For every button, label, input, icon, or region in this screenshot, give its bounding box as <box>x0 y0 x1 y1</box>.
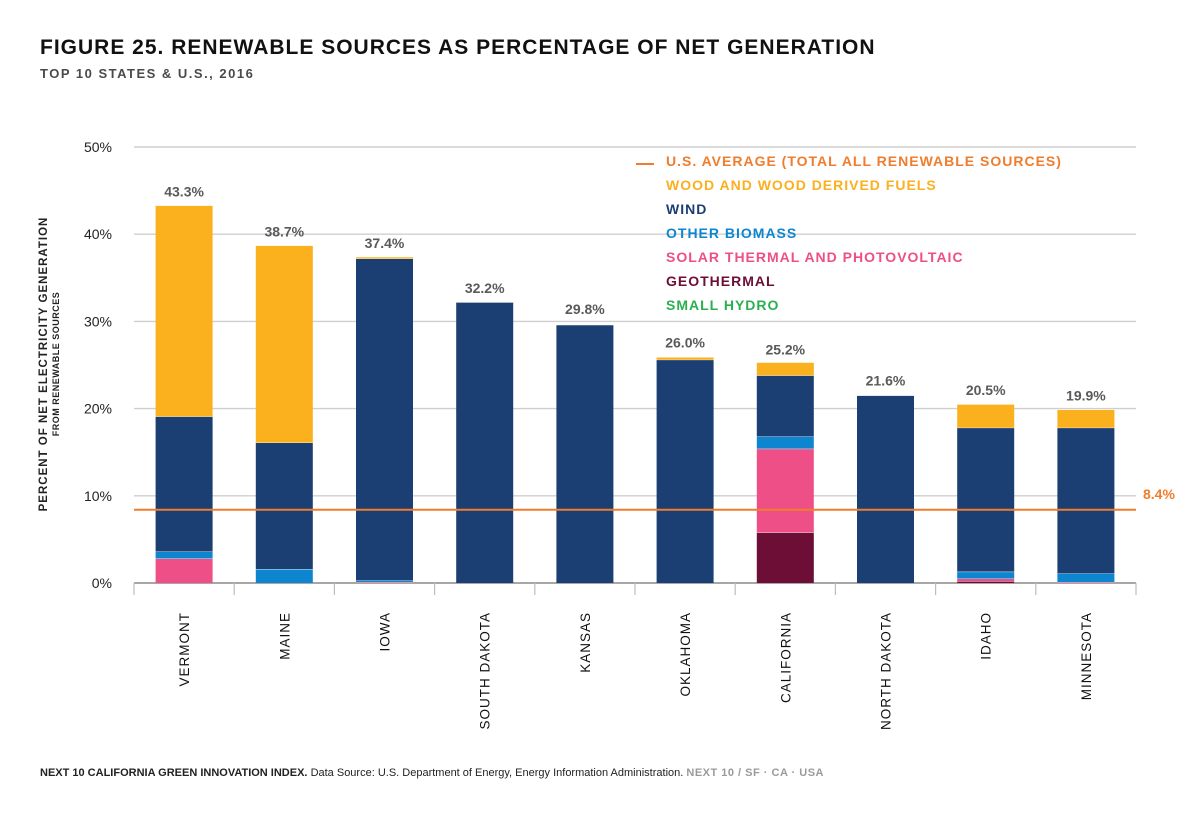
category-label-california: CALIFORNIA <box>778 612 793 703</box>
total-label-iowa: 37.4% <box>365 235 405 251</box>
bar-segment-oklahoma-wind <box>656 359 714 583</box>
footer-data-source: Data Source: U.S. Department of Energy, … <box>310 767 684 779</box>
footer-source: NEXT 10 CALIFORNIA GREEN INNOVATION INDE… <box>40 767 824 779</box>
category-label-oklahoma: OKLAHOMA <box>678 612 693 697</box>
y-tick-label: 40% <box>84 226 112 242</box>
legend-label-geothermal: GEOTHERMAL <box>666 273 776 289</box>
bar-segment-minnesota-other-biomass <box>1057 573 1115 583</box>
bar-segment-minnesota-solar-thermal-and-photovoltaic <box>1057 582 1115 583</box>
total-label-kansas: 29.8% <box>565 301 605 317</box>
total-label-south-dakota: 32.2% <box>465 280 505 296</box>
legend-label-solar: SOLAR THERMAL AND PHOTOVOLTAIC <box>666 249 964 265</box>
us-average-label: 8.4% <box>1143 486 1175 502</box>
bar-segment-vermont-wind <box>155 416 213 552</box>
bar-segment-idaho-other-biomass <box>957 571 1015 579</box>
category-label-iowa: IOWA <box>378 612 393 652</box>
bar-segment-vermont-other-biomass <box>155 551 213 559</box>
category-label-idaho: IDAHO <box>979 612 994 660</box>
total-label-maine: 38.7% <box>264 224 304 240</box>
total-label-california: 25.2% <box>765 341 805 357</box>
bar-segment-minnesota-wind <box>1057 427 1115 574</box>
bar-segment-iowa-wind <box>356 258 413 581</box>
bar-segment-california-solar-thermal-and-photovoltaic <box>756 448 814 533</box>
stacked-bar-chart: 0% 10% 20% 30% 40% 50% 43.3% VERMONT 38.7% MAINE 3… <box>84 139 1175 730</box>
bar-segment-idaho-geothermal <box>957 581 1015 583</box>
legend-label-wind: WIND <box>666 201 708 217</box>
bar-segment-maine-wood-and-wood-derived-fuels <box>255 245 313 443</box>
chart-title: FIGURE 25. RENEWABLE SOURCES AS PERCENTA… <box>40 36 876 59</box>
legend-label-small-hydro: SMALL HYDRO <box>666 297 780 313</box>
bar-segment-maine-wind <box>255 442 313 570</box>
category-label-kansas: KANSAS <box>578 612 593 673</box>
bar-segment-idaho-solar-thermal-and-photovoltaic <box>957 578 1015 582</box>
category-label-south-dakota: SOUTH DAKOTA <box>478 612 493 730</box>
legend-label-us-average: U.S. AVERAGE (TOTAL ALL RENEWABLE SOURCE… <box>666 153 1062 169</box>
bar-segment-california-other-biomass <box>756 436 814 449</box>
total-label-vermont: 43.3% <box>164 183 204 199</box>
bar-segment-california-geothermal <box>756 532 814 583</box>
footer-index-name: NEXT 10 CALIFORNIA GREEN INNOVATION INDE… <box>40 767 308 779</box>
chart-subtitle: TOP 10 STATES & U.S., 2016 <box>40 66 255 81</box>
footer-brand: NEXT 10 / SF · CA · USA <box>686 767 824 779</box>
bar-segment-oklahoma-wood-and-wood-derived-fuels <box>656 357 714 360</box>
y-tick-label: 0% <box>92 575 112 591</box>
bar-segment-vermont-wood-and-wood-derived-fuels <box>155 205 213 417</box>
bar-segment-kansas-wind <box>556 324 614 583</box>
category-label-minnesota: MINNESOTA <box>1079 612 1094 700</box>
bar-segment-california-wind <box>756 375 814 437</box>
legend-label-wood: WOOD AND WOOD DERIVED FUELS <box>666 177 937 193</box>
total-label-idaho: 20.5% <box>966 382 1006 398</box>
bar-segment-iowa-other-biomass <box>356 580 413 583</box>
total-label-north-dakota: 21.6% <box>866 373 906 389</box>
legend-label-other-biomass: OTHER BIOMASS <box>666 225 798 241</box>
bar-segment-iowa-wood-and-wood-derived-fuels <box>356 256 413 259</box>
category-label-north-dakota: NORTH DAKOTA <box>879 612 894 730</box>
bar-segment-idaho-wood-and-wood-derived-fuels <box>957 404 1015 428</box>
y-tick-label: 50% <box>84 139 112 155</box>
category-label-vermont: VERMONT <box>177 612 192 687</box>
y-tick-label: 20% <box>84 401 112 417</box>
category-label-maine: MAINE <box>277 612 292 660</box>
bar-segment-california-wood-and-wood-derived-fuels <box>756 362 814 376</box>
legend-line-us-average <box>636 163 654 165</box>
total-label-oklahoma: 26.0% <box>665 334 705 350</box>
bar-segment-maine-other-biomass <box>255 569 313 583</box>
total-label-minnesota: 19.9% <box>1066 387 1106 403</box>
bar-segment-north-dakota-wind <box>857 395 914 583</box>
y-tick-label: 30% <box>84 313 112 329</box>
bar-segment-idaho-wind <box>957 427 1015 572</box>
bar-segment-south-dakota-wind <box>456 302 514 583</box>
bar-segment-vermont-solar-thermal-and-photovoltaic <box>155 558 213 583</box>
bar-segment-minnesota-wood-and-wood-derived-fuels <box>1057 409 1115 428</box>
bar-segment-iowa-solar-thermal-and-photovoltaic <box>356 582 413 583</box>
y-tick-label: 10% <box>84 488 112 504</box>
